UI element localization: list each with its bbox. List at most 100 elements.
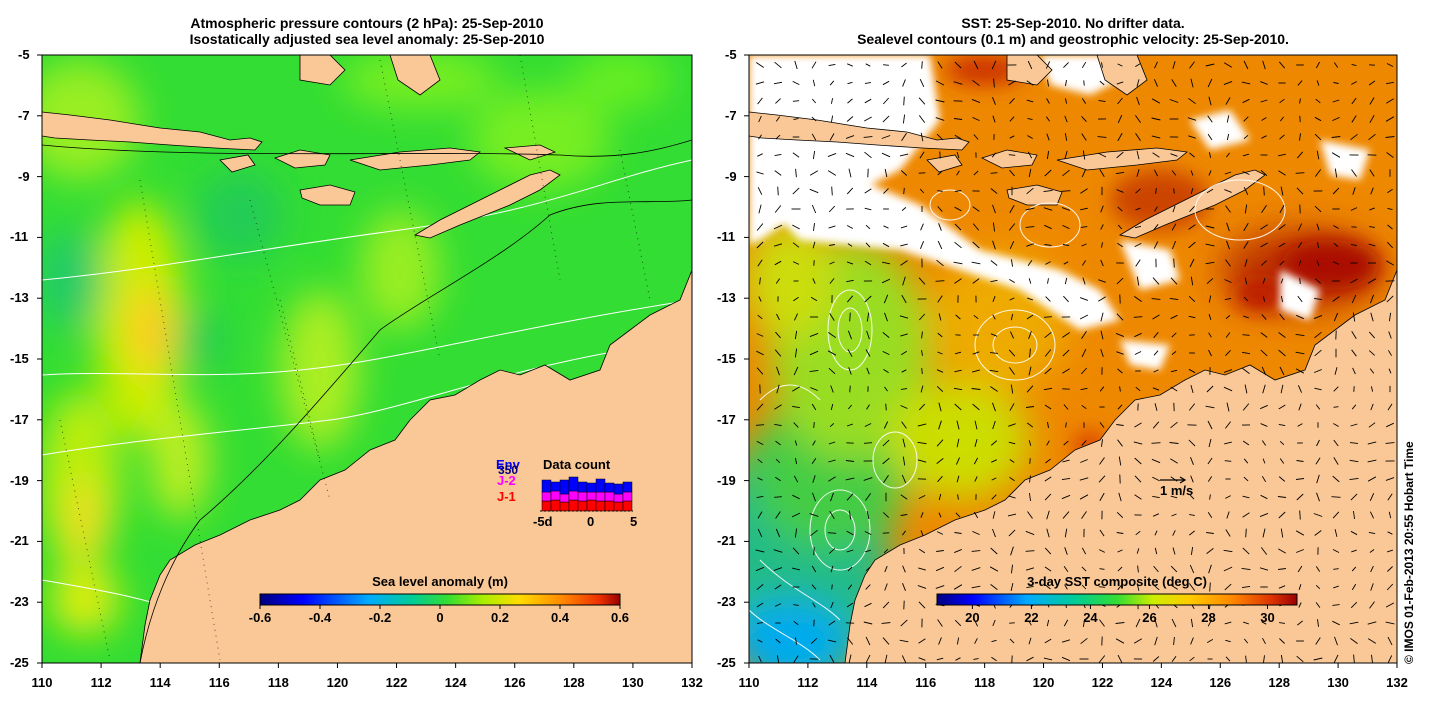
velocity-vector <box>829 313 835 321</box>
velocity-vector <box>1153 169 1159 177</box>
lon-tick-label: 124 <box>444 675 467 690</box>
data-count-bar <box>550 499 561 512</box>
velocity-vector <box>793 422 799 428</box>
velocity-vector <box>937 170 943 176</box>
velocity-vector <box>829 244 835 246</box>
velocity-vector <box>1280 295 1284 303</box>
velocity-vector <box>846 637 854 645</box>
velocity-vector <box>1386 152 1394 158</box>
velocity-vector <box>992 222 996 232</box>
velocity-vector <box>1063 62 1069 68</box>
velocity-vector <box>864 295 872 303</box>
velocity-vector <box>1116 532 1124 534</box>
velocity-vector <box>863 621 873 625</box>
velocity-vector <box>1189 152 1195 158</box>
velocity-vector <box>811 204 817 214</box>
velocity-vector <box>953 261 963 265</box>
velocity-vector <box>1152 277 1160 285</box>
velocity-vector <box>866 312 870 322</box>
velocity-vector <box>1190 475 1194 483</box>
velocity-vector <box>990 386 998 392</box>
data-count-xtick-0: 0 <box>587 514 595 529</box>
velocity-vector <box>829 80 835 86</box>
lon-tick-label: 132 <box>1386 675 1408 690</box>
velocity-vector <box>830 601 834 609</box>
southern-sulawesi-sst <box>1096 55 1148 96</box>
velocity-vector <box>900 260 908 266</box>
velocity-vector <box>775 116 781 122</box>
velocity-vector <box>1028 637 1032 645</box>
velocity-vector <box>1029 475 1031 483</box>
velocity-vector <box>792 187 800 195</box>
velocity-vector <box>1154 206 1158 212</box>
lon-tick-label: 114 <box>149 675 171 690</box>
velocity-vector <box>1349 477 1359 481</box>
velocity-vector <box>1061 656 1071 662</box>
velocity-vector <box>1134 475 1142 483</box>
velocity-vector <box>1099 492 1105 502</box>
velocity-vector <box>1153 369 1159 373</box>
lat-tick-label: -21 <box>10 533 29 549</box>
velocity-vector <box>1296 549 1304 553</box>
velocity-vector <box>1154 403 1158 411</box>
velocity-vector <box>921 350 923 356</box>
velocity-vector <box>1009 116 1015 122</box>
velocity-vector <box>864 188 872 194</box>
sla-colorbar-tick-label: -0.6 <box>248 610 272 625</box>
velocity-vector <box>972 278 980 284</box>
velocity-vector <box>1316 492 1320 502</box>
velocity-vector <box>1188 315 1196 319</box>
velocity-vector <box>936 458 944 464</box>
lombok-sumbawa <box>273 149 331 169</box>
velocity-vector <box>1242 334 1250 336</box>
velocity-vector <box>974 438 978 448</box>
velocity-vector <box>901 421 907 429</box>
velocity-vector <box>1117 114 1123 124</box>
velocity-vector <box>1278 170 1286 176</box>
velocity-vector <box>990 279 998 283</box>
velocity-vector <box>846 261 854 265</box>
velocity-vector <box>774 61 782 69</box>
velocity-vector <box>1098 475 1106 483</box>
velocity-vector <box>1386 63 1394 67</box>
velocity-vector <box>1297 223 1303 231</box>
velocity-vector <box>1154 636 1158 646</box>
velocity-vector <box>865 224 871 230</box>
velocity-vector <box>1296 151 1304 159</box>
velocity-vector <box>1224 189 1232 193</box>
data-count-bar <box>604 500 615 512</box>
velocity-vector <box>1045 261 1051 265</box>
sumba-island <box>299 184 356 206</box>
velocity-vector <box>938 637 942 645</box>
lat-tick-label: -17 <box>10 411 29 427</box>
velocity-vector <box>1242 512 1250 518</box>
velocity-vector <box>1100 330 1104 340</box>
data-count-bar <box>586 499 597 512</box>
velocity-vector <box>756 622 764 624</box>
velocity-vector <box>884 654 888 663</box>
velocity-vector <box>937 351 943 355</box>
velocity-vector <box>1279 440 1285 446</box>
velocity-vector <box>1151 135 1161 139</box>
velocity-vector <box>756 241 764 249</box>
axis-ticks <box>37 54 1398 668</box>
velocity-vector <box>1136 276 1140 286</box>
velocity-vector <box>757 153 763 157</box>
velocity-vector <box>901 207 907 211</box>
velocity-vector <box>774 205 782 213</box>
velocity-vector <box>811 457 817 465</box>
velocity-vector <box>1207 476 1213 482</box>
velocity-vector <box>1081 404 1087 410</box>
velocity-vector <box>757 187 763 195</box>
velocity-vector <box>882 637 890 645</box>
velocity-vector <box>902 114 906 124</box>
velocity-vector <box>1261 314 1267 320</box>
data-count-bar <box>541 500 552 512</box>
velocity-vector <box>1316 61 1320 69</box>
velocity-vector <box>865 493 871 501</box>
velocity-vector <box>755 424 765 426</box>
velocity-vector <box>936 531 944 535</box>
velocity-vector <box>972 116 980 122</box>
velocity-vector <box>883 225 889 229</box>
velocity-vector <box>756 333 764 337</box>
